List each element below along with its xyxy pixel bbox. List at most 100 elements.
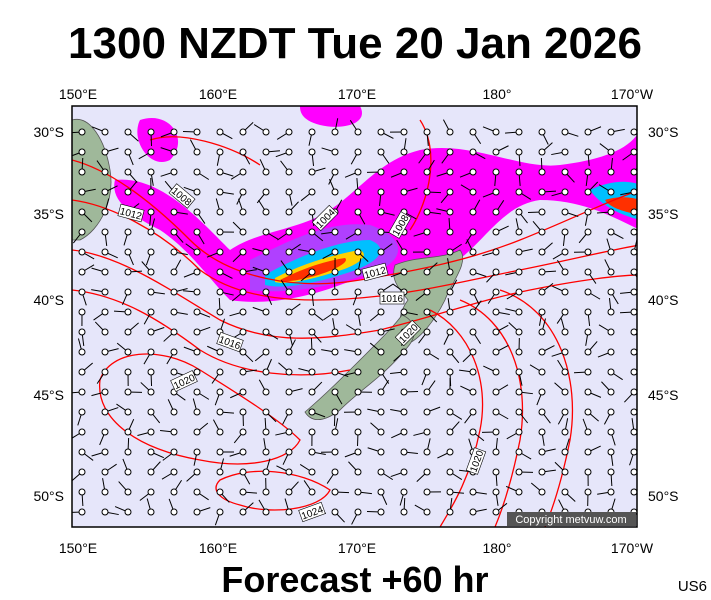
barb-station [193,168,201,176]
barb-station [446,248,454,256]
barb-station [446,408,454,416]
barb-station [584,388,592,396]
barb-station [400,308,408,316]
barb-station [538,368,546,376]
barb-station [285,268,293,276]
barb-station [400,408,408,416]
barb-station [584,268,592,276]
map-frame [71,105,638,528]
barb-station [492,408,500,416]
barb-station [492,448,500,456]
barb-station [584,188,592,196]
barb-station [78,268,86,276]
barb-station [400,128,408,136]
barb-station [78,348,86,356]
barb-station [101,188,109,196]
barb-station [101,288,109,296]
barb-station [354,468,362,476]
barb-station [584,248,592,256]
barb-station [262,208,270,216]
barb-station [446,328,454,336]
barb-station [607,388,615,396]
barb-station [101,248,109,256]
barb-station [400,388,408,396]
barb-station [101,388,109,396]
barb-station [515,488,523,496]
barb-station [469,148,477,156]
isobar-label-box [394,319,422,347]
barb-station [377,488,385,496]
barb-station [124,348,132,356]
barb-station [331,308,339,316]
barb-station [239,228,247,236]
barb-station [400,468,408,476]
barb-station [354,128,362,136]
barb-station [446,188,454,196]
barb-station [538,308,546,316]
barb-station [584,428,592,436]
barb-station [515,308,523,316]
barb-station [308,348,316,356]
barb-station [561,248,569,256]
barb-station [446,208,454,216]
barb-station [216,148,224,156]
barb-station [630,308,637,316]
barb-station [377,428,385,436]
barb-station [170,308,178,316]
barb-station [78,188,86,196]
barb-station [584,228,592,236]
barb-station [216,348,224,356]
barb-station [630,448,637,456]
barb-station [515,268,523,276]
barb-station [630,288,637,296]
barb-station [400,188,408,196]
barb-station [262,188,270,196]
barb-station [78,288,86,296]
barb-station [561,208,569,216]
lat-label-left: 45°S [33,387,64,403]
isobar-label-box [117,203,145,223]
title: 1300 NZDT Tue 20 Jan 2026 [68,19,642,68]
barb-station [492,308,500,316]
lon-label-top: 150°E [59,86,97,102]
barb-station [124,128,132,136]
barb-station [262,148,270,156]
barb-station [170,328,178,336]
barb-station [561,348,569,356]
barb-station [308,228,316,236]
isobar-label-box [361,262,389,282]
barb-station [331,348,339,356]
barb-station [400,168,408,176]
barb-station [377,448,385,456]
barb-station [446,428,454,436]
barb-station [561,288,569,296]
barb-station [561,148,569,156]
barb-station [193,288,201,296]
barb-station [262,428,270,436]
barb-station [331,148,339,156]
barb-station [124,268,132,276]
barb-station [147,408,155,416]
barb-station [124,188,132,196]
barb-station [216,248,224,256]
barb-station [423,308,431,316]
barb-station [469,168,477,176]
barb-station [492,508,500,516]
lat-label-left: 40°S [33,292,64,308]
barb-station [147,128,155,136]
barb-station [607,428,615,436]
barb-station [492,348,500,356]
barb-station [147,348,155,356]
barb-station [446,308,454,316]
barb-station [492,488,500,496]
barb-station [124,408,132,416]
barb-station [354,448,362,456]
barb-station [446,288,454,296]
barb-station [561,308,569,316]
barb-station [607,168,615,176]
barb-station [308,148,316,156]
barb-station [515,248,523,256]
barb-station [446,128,454,136]
barb-station [423,268,431,276]
barb-station [630,248,637,256]
